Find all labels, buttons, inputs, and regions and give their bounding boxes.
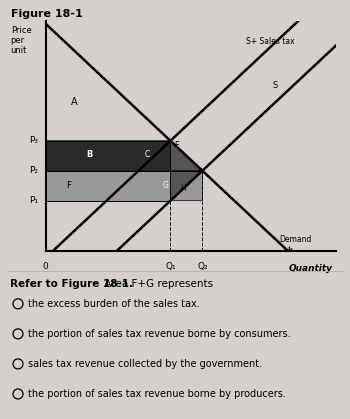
Text: Area F+G represents: Area F+G represents (102, 279, 214, 289)
Text: the portion of sales tax revenue borne by consumers.: the portion of sales tax revenue borne b… (28, 329, 290, 339)
Text: Price
per
unit: Price per unit (10, 26, 32, 55)
Text: P₁: P₁ (29, 196, 38, 205)
Text: P₃: P₃ (29, 136, 38, 145)
Text: Quantity: Quantity (289, 264, 333, 273)
Text: Figure 18-1: Figure 18-1 (10, 9, 82, 19)
Text: G: G (163, 181, 169, 190)
Text: the excess burden of the sales tax.: the excess burden of the sales tax. (28, 299, 200, 309)
Polygon shape (139, 141, 202, 171)
Text: Q₂: Q₂ (197, 262, 208, 271)
Text: S+ Sales tax: S+ Sales tax (246, 37, 295, 46)
Text: F: F (66, 181, 71, 190)
Text: S: S (272, 81, 277, 90)
Polygon shape (170, 171, 202, 201)
Polygon shape (46, 171, 170, 201)
Text: Demand: Demand (280, 235, 312, 251)
Text: H: H (181, 184, 186, 192)
Text: Q₁: Q₁ (165, 262, 176, 271)
Polygon shape (170, 171, 202, 201)
Text: B: B (86, 150, 92, 159)
Text: E: E (174, 141, 178, 150)
Text: P₂: P₂ (29, 166, 38, 175)
Text: Refer to Figure 18-1.: Refer to Figure 18-1. (10, 279, 133, 289)
Text: C: C (145, 150, 150, 159)
Polygon shape (46, 141, 170, 171)
Text: 0: 0 (43, 262, 48, 271)
Text: A: A (71, 97, 78, 106)
Polygon shape (170, 141, 202, 171)
Text: the portion of sales tax revenue borne by producers.: the portion of sales tax revenue borne b… (28, 389, 286, 399)
Text: sales tax revenue collected by the government.: sales tax revenue collected by the gover… (28, 359, 262, 369)
